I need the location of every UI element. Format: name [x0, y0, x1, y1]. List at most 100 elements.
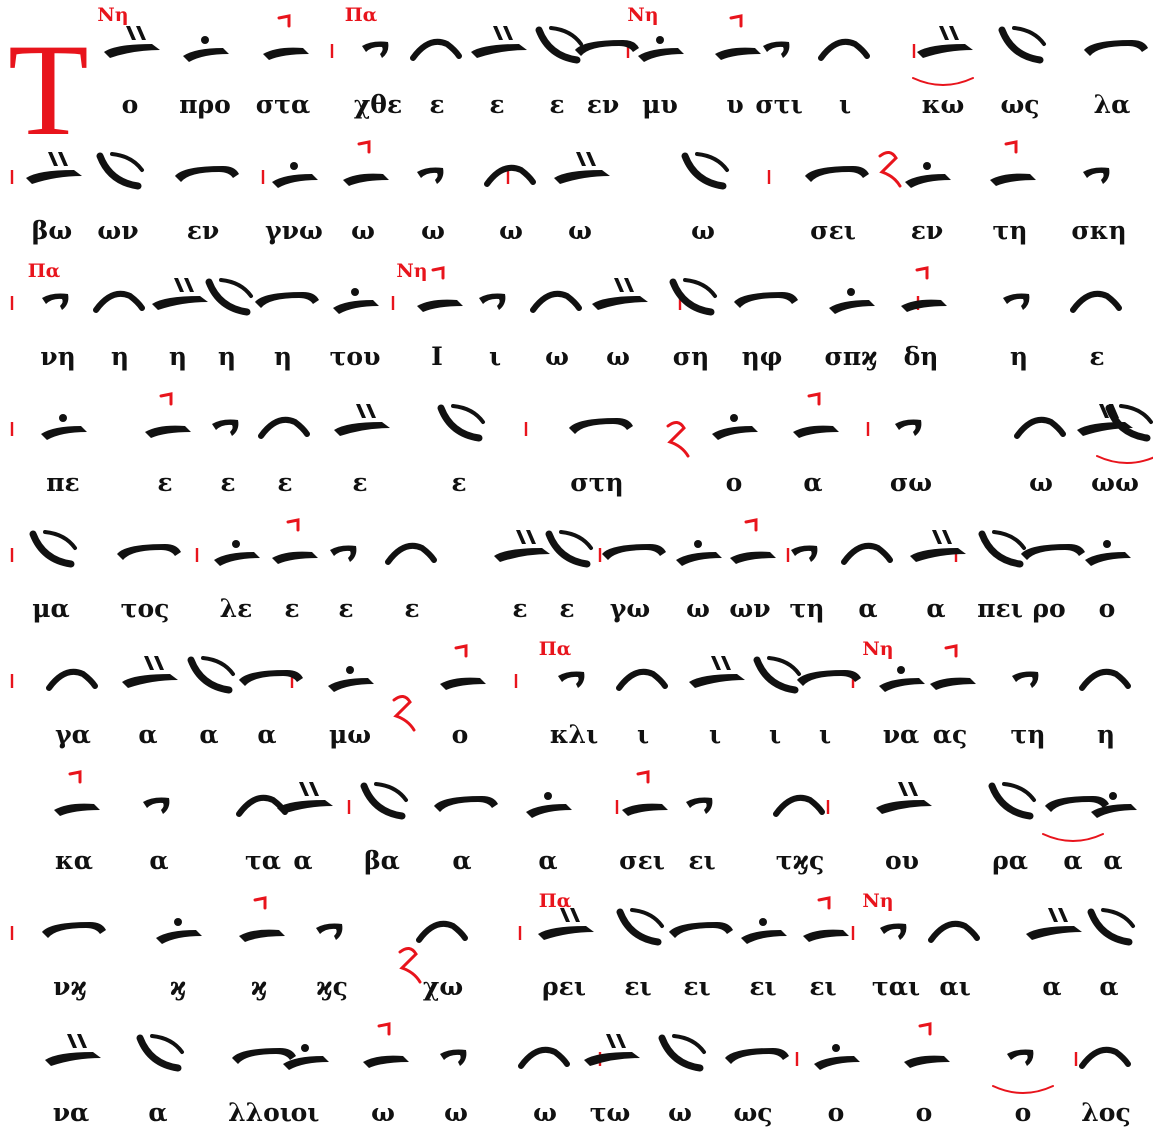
- syllable: λλοι: [228, 1098, 292, 1127]
- syllable: γα: [55, 720, 91, 749]
- syllable: ας: [932, 720, 968, 749]
- neume-icon: [255, 292, 319, 308]
- syllable: ε: [284, 594, 300, 623]
- neume-strip: [45, 1022, 1131, 1094]
- neume-strip: [10, 644, 1131, 694]
- syllable: ω: [371, 1098, 395, 1127]
- syllable: ε: [489, 90, 505, 119]
- syllable: βω: [31, 216, 73, 245]
- neume-icon: [841, 542, 893, 565]
- chant-line: Πα Νη νϗ ϗ ϗ ϗς χω ρει ει ει ει ει ται αι α α: [0, 882, 1153, 1008]
- syllable: ο: [1098, 594, 1116, 623]
- neume-icon: [1021, 544, 1085, 560]
- chant-line: Νη Πα Νη ο προ στα χθε ε ε ε εν μυ υ στι ι κω ως λα: [0, 0, 1153, 126]
- syllable: εν: [186, 216, 220, 245]
- syllable: γω: [609, 594, 651, 623]
- neume-icon: [1091, 792, 1137, 818]
- neume-icon: [283, 1044, 329, 1070]
- martyria-label: Νη: [97, 4, 129, 26]
- neume-icon: [901, 266, 947, 312]
- syllable: ο: [121, 90, 139, 119]
- chant-line: μα τος λε ε ε ε ε ε γω ω ων τη α α πει ρο ο: [0, 504, 1153, 630]
- neume-icon: [928, 920, 980, 943]
- syllable: τη: [992, 216, 1028, 245]
- neume-strip: [104, 14, 1148, 86]
- neume-icon: [1105, 404, 1153, 442]
- red-martyria-signature-icon: [398, 947, 422, 984]
- syllable: ε: [512, 594, 528, 623]
- neume-icon: [805, 166, 869, 182]
- neume-icon: [417, 167, 444, 184]
- syllable: ηφ: [741, 342, 783, 371]
- neume-icon: [214, 540, 260, 566]
- syllable: να: [882, 720, 920, 749]
- neume-icon: [1079, 1046, 1131, 1069]
- syllable: τϗς: [775, 846, 825, 875]
- syllable: στη: [570, 468, 624, 497]
- neume-icon: [143, 797, 170, 814]
- syllable: ρει: [542, 972, 586, 1001]
- syllable: ω: [568, 216, 592, 245]
- red-martyria-signature-icon: [878, 151, 902, 188]
- syllable: α: [1099, 972, 1119, 1001]
- syllable: τος: [120, 594, 170, 623]
- syllable: ι: [488, 342, 502, 371]
- neume-icon: [258, 416, 310, 439]
- neume-icon: [730, 518, 776, 564]
- syllable: ε: [338, 594, 354, 623]
- neume-icon: [434, 796, 498, 812]
- martyria-label: Νη: [396, 260, 428, 282]
- syllable: οι: [290, 1098, 320, 1127]
- syllable: ει: [688, 846, 716, 875]
- neume-icon: [669, 922, 733, 938]
- syllable: ου: [884, 846, 920, 875]
- neume-icon: [895, 419, 922, 436]
- neume-icon: [880, 923, 907, 940]
- neume-icon: [363, 1022, 409, 1068]
- syllable: ϗ: [250, 972, 268, 1001]
- neume-icon: [773, 794, 825, 817]
- neume-icon: [440, 1049, 467, 1066]
- syllable: ω: [1091, 468, 1115, 497]
- neume-icon: [1014, 416, 1066, 439]
- syllable: α: [1042, 972, 1062, 1001]
- syllable: ε: [352, 468, 368, 497]
- lyrics-line: γα α α α μω ο κλι ι ι ι ι να ας τη η: [0, 720, 1153, 756]
- syllable: βα: [364, 846, 400, 875]
- syllable: τη: [789, 594, 825, 623]
- neume-icon: [175, 166, 239, 182]
- neume-icon: [803, 896, 849, 942]
- neume-icon: [988, 782, 1036, 820]
- neume-icon: [272, 162, 318, 188]
- syllable: ι: [708, 720, 722, 749]
- neume-icon: [471, 26, 527, 58]
- neume-icon: [569, 418, 633, 434]
- neume-icon: [791, 545, 818, 562]
- syllable: α: [293, 846, 313, 875]
- neume-icon: [152, 278, 208, 310]
- syllable: ως: [1000, 90, 1040, 119]
- martyria-label: Πα: [538, 890, 572, 912]
- syllable: η: [1009, 342, 1029, 371]
- neume-icon: [616, 668, 668, 691]
- neume-icon: [277, 782, 333, 814]
- neume-icon: [437, 404, 485, 442]
- neume-icon: [712, 414, 758, 440]
- neume-icon: [330, 545, 357, 562]
- neume-icon: [263, 14, 309, 60]
- red-martyria-signature-icon: [392, 695, 416, 732]
- syllable: τω: [589, 1098, 631, 1127]
- syllable: ω: [1115, 468, 1139, 497]
- neume-icon: [575, 40, 639, 56]
- syllable: ε: [549, 90, 565, 119]
- neume-icon: [239, 896, 285, 942]
- neume-icon: [990, 140, 1036, 186]
- neume-icon: [535, 26, 583, 64]
- syllable: α: [538, 846, 558, 875]
- neume-icon: [362, 41, 389, 58]
- neume-icon: [104, 26, 160, 58]
- neume-icon: [183, 36, 229, 62]
- syllable: ι: [838, 90, 852, 119]
- syllable: α: [138, 720, 158, 749]
